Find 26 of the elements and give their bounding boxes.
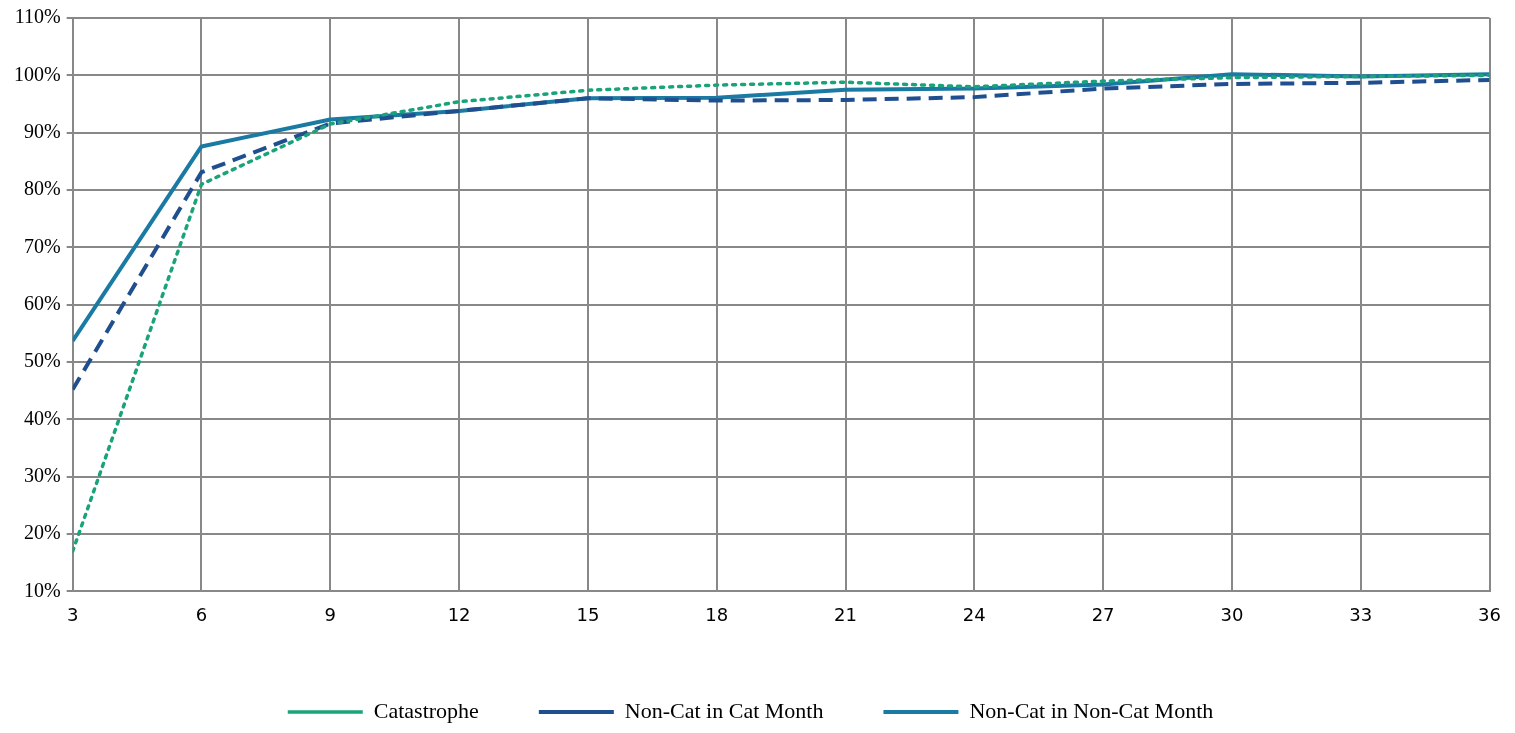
y-tick-label: 10% [23,578,61,601]
x-tick-label: 9 [324,603,336,625]
y-tick-label: 20% [23,521,61,544]
y-tick-label: 80% [23,177,61,200]
y-tick-label: 50% [23,349,61,372]
x-tick-label: 36 [1478,603,1501,625]
y-tick-label: 60% [23,291,61,314]
x-tick-label: 12 [447,603,471,625]
x-tick-label: 27 [1091,603,1115,625]
x-tick-label: 24 [962,603,986,625]
legend-label: Non-Cat in Cat Month [624,697,824,723]
x-tick-label: 15 [576,603,600,625]
x-tick-label: 3 [66,603,79,625]
y-tick-label: 70% [23,234,61,257]
x-tick-label: 6 [195,603,208,625]
legend-label: Non-Cat in Non-Cat Month [969,697,1214,723]
y-tick-label: 90% [23,119,61,142]
y-tick-label: 30% [23,463,61,486]
y-tick-label: 40% [23,406,61,429]
x-tick-label: 33 [1349,603,1373,625]
x-tick-label: 18 [705,603,729,625]
x-tick-label: 21 [834,603,857,625]
legend-label: Catastrophe [373,697,479,723]
y-tick-label: 100% [13,62,61,85]
x-tick-label: 30 [1220,603,1244,625]
y-tick-label: 110% [14,5,61,28]
